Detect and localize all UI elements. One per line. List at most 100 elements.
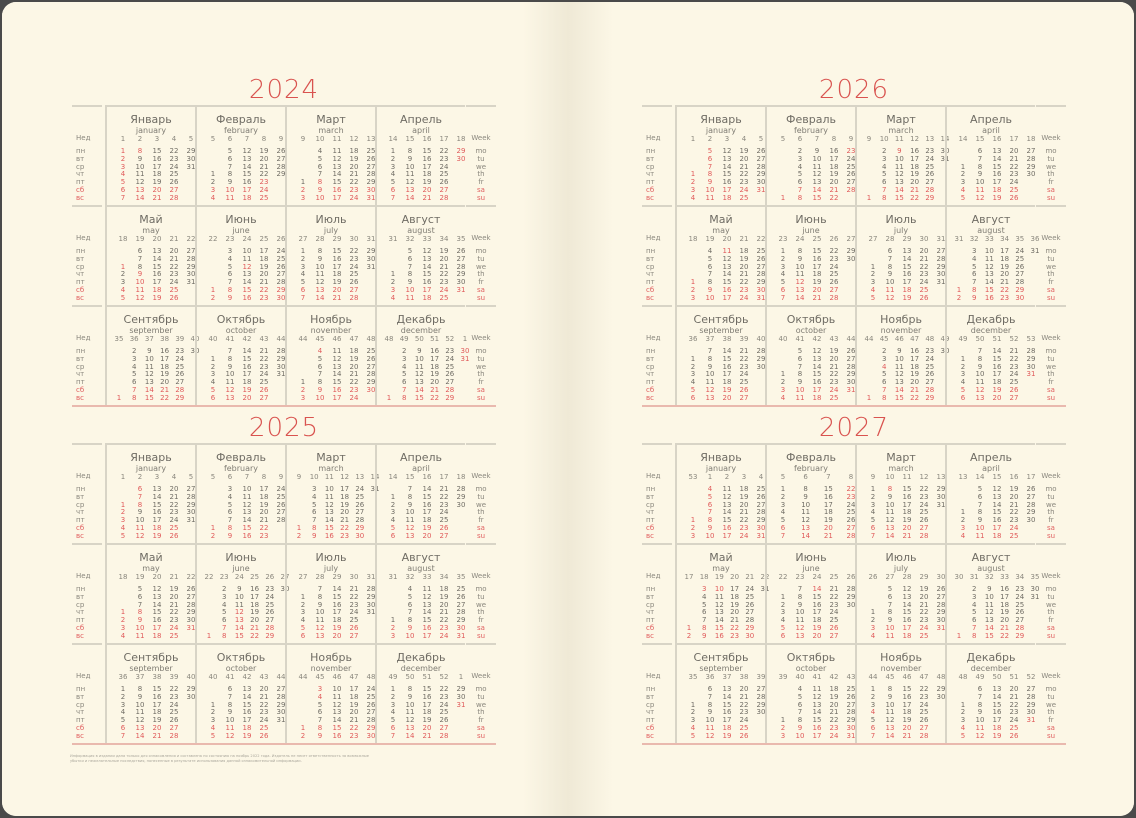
day-cell[interactable]: 17 [902,700,912,709]
day-cell[interactable]: 14 [894,386,904,394]
day-cell[interactable]: 17 [340,485,350,493]
day-cell[interactable]: 23 [919,492,929,501]
day-cell[interactable]: 12 [975,731,985,740]
day-cell[interactable]: 6 [707,154,713,163]
day-cell[interactable]: 26 [175,370,185,379]
day-cell[interactable]: 29 [936,608,946,617]
day-cell[interactable]: 14 [324,516,334,525]
day-cell[interactable]: 12 [405,178,415,187]
day-cell[interactable]: 26 [829,624,839,632]
day-cell[interactable]: 29 [925,393,935,402]
day-cell[interactable]: 24 [439,508,449,517]
day-cell[interactable]: 21 [169,600,179,609]
day-cell[interactable]: 26 [1015,262,1025,271]
day-cell[interactable]: 20 [340,508,350,517]
day-cell[interactable]: 28 [349,293,359,302]
day-cell[interactable]: 19 [992,386,1002,394]
day-cell[interactable]: 16 [992,362,1002,371]
day-cell[interactable]: 20 [1009,147,1019,155]
day-cell[interactable]: 20 [259,154,269,163]
day-cell[interactable]: 28 [355,516,365,525]
day-cell[interactable]: 28 [756,162,766,171]
day-cell[interactable]: 16 [823,492,833,501]
day-cell[interactable]: 2 [401,347,407,355]
day-cell[interactable]: 30 [846,378,856,387]
day-cell[interactable]: 31 [186,278,196,287]
day-cell[interactable]: 8 [707,700,713,709]
day-cell[interactable]: 4 [210,193,216,202]
day-cell[interactable]: 8 [797,247,803,255]
day-cell[interactable]: 20 [1009,492,1019,501]
day-cell[interactable]: 15 [242,524,252,532]
day-cell[interactable]: 8 [707,516,713,525]
day-cell[interactable]: 11 [812,162,822,171]
day-cell[interactable]: 18 [259,492,269,501]
day-cell[interactable]: 14 [315,293,325,302]
day-cell[interactable]: 4 [707,485,713,493]
day-cell[interactable]: 10 [242,247,252,255]
day-cell[interactable]: 13 [225,393,235,402]
day-cell[interactable]: 28 [936,600,946,609]
day-cell[interactable]: 27 [1026,492,1036,501]
day-cell[interactable]: 9 [814,147,820,155]
day-cell[interactable]: 17 [422,700,432,709]
day-cell[interactable]: 29 [276,700,286,709]
day-cell[interactable]: 17 [823,500,833,509]
day-cell[interactable]: 10 [894,354,904,363]
day-cell[interactable]: 8 [881,193,887,202]
day-cell[interactable]: 30 [280,585,290,593]
day-cell[interactable]: 30 [456,692,466,701]
day-cell[interactable]: 9 [137,270,143,279]
day-cell[interactable]: 20 [259,270,269,279]
day-cell[interactable]: 1 [390,270,396,279]
day-cell[interactable]: 30 [276,293,286,302]
day-cell[interactable]: 9 [137,154,143,163]
day-cell[interactable]: 26 [439,178,449,187]
day-cell[interactable]: 29 [846,716,856,725]
day-cell[interactable]: 2 [210,531,216,540]
day-cell[interactable]: 24 [169,700,179,709]
day-cell[interactable]: 24 [169,624,179,632]
day-cell[interactable]: 25 [169,631,179,640]
day-cell[interactable]: 26 [169,293,179,302]
day-cell[interactable]: 1 [390,685,396,693]
day-cell[interactable]: 10 [225,716,235,725]
day-cell[interactable]: 9 [887,692,893,701]
day-cell[interactable]: 10 [144,354,154,363]
day-cell[interactable]: 17 [332,393,342,402]
day-cell[interactable]: 8 [707,278,713,287]
day-cell[interactable]: 30 [366,600,376,609]
day-cell[interactable]: 19 [332,278,342,287]
day-cell[interactable]: 9 [977,516,983,525]
day-cell[interactable]: 24 [1009,370,1019,379]
day-cell[interactable]: 21 [169,492,179,501]
day-cell[interactable]: 11 [975,724,985,732]
day-cell[interactable]: 6 [707,500,713,509]
day-cell[interactable]: 15 [812,370,822,379]
day-cell[interactable]: 14 [722,508,732,517]
day-cell[interactable]: 21 [349,170,359,179]
day-cell[interactable]: 26 [1009,731,1019,740]
day-cell[interactable]: 7 [227,347,233,355]
day-cell[interactable]: 13 [885,524,895,532]
day-cell[interactable]: 25 [756,485,766,493]
day-cell[interactable]: 26 [456,592,466,601]
day-cell[interactable]: 23 [439,692,449,701]
day-cell[interactable]: 7 [881,386,887,394]
day-cell[interactable]: 23 [739,524,749,532]
day-cell[interactable]: 3 [701,585,707,593]
day-cell[interactable]: 28 [445,386,455,394]
day-cell[interactable]: 9 [227,293,233,302]
day-cell[interactable]: 17 [812,386,822,394]
day-cell[interactable]: 6 [881,178,887,187]
day-cell[interactable]: 23 [829,254,839,263]
day-cell[interactable]: 6 [221,616,227,625]
day-cell[interactable]: 28 [925,386,935,394]
day-cell[interactable]: 5 [390,178,396,187]
day-cell[interactable]: 16 [332,731,342,740]
day-cell[interactable]: 27 [846,354,856,363]
day-cell[interactable]: 22 [1000,286,1010,294]
day-cell[interactable]: 30 [456,500,466,509]
day-cell[interactable]: 22 [1009,162,1019,171]
day-cell[interactable]: 14 [242,278,252,287]
